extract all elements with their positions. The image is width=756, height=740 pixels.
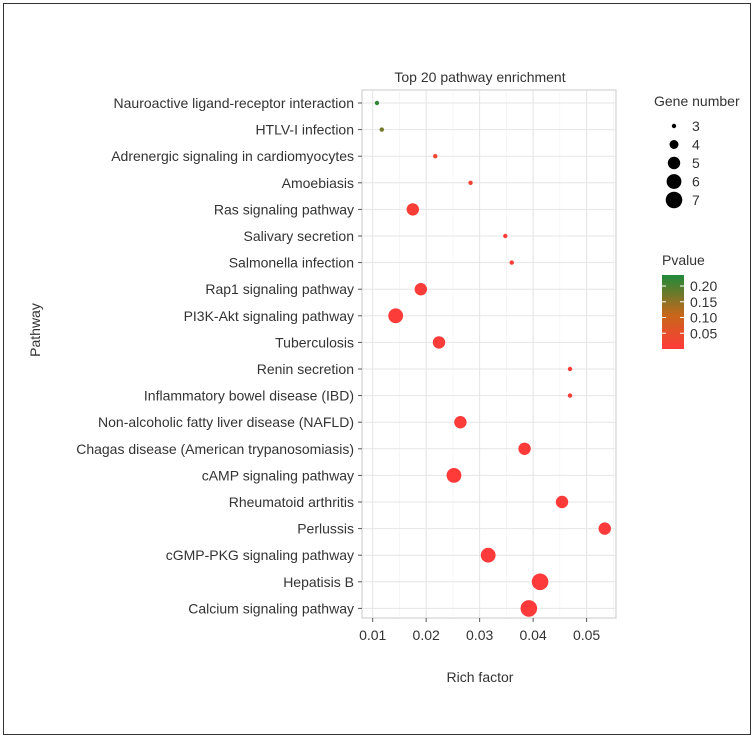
- grid-lines: [362, 90, 616, 618]
- y-tick-label: Tuberculosis: [275, 334, 354, 350]
- data-point: [388, 308, 404, 324]
- data-point: [480, 547, 496, 563]
- data-point: [406, 203, 419, 216]
- x-tick-label: 0.03: [466, 627, 493, 643]
- y-tick-label: Perlussis: [297, 521, 354, 537]
- data-point: [468, 180, 473, 185]
- y-tick-label: Renin secretion: [257, 361, 354, 377]
- data-point: [433, 154, 438, 159]
- x-axis-ticks: 0.01 0.02 0.03 0.04 0.05: [359, 618, 600, 643]
- data-point: [503, 233, 508, 239]
- y-tick-label: Amoebiasis: [282, 175, 354, 191]
- y-tick-label: cAMP signaling pathway: [202, 467, 354, 483]
- y-tick-label: Nauroactive ligand-receptor interaction: [114, 95, 354, 111]
- y-tick-label: Chagas disease (American trypanosomiasis…: [76, 441, 354, 457]
- data-point: [446, 468, 462, 483]
- y-tick-label: Adrenergic signaling in cardiomyocytes: [111, 148, 354, 164]
- data-point: [555, 495, 569, 509]
- x-tick-label: 0.05: [573, 627, 600, 643]
- y-tick-label: Ras signaling pathway: [214, 201, 354, 217]
- chart-title: Top 20 pathway enrichment: [394, 69, 565, 85]
- y-tick-label: Salivary secretion: [244, 228, 355, 244]
- y-tick-label: Salmonella infection: [229, 255, 354, 271]
- y-tick-label: cGMP-PKG signaling pathway: [166, 547, 354, 563]
- x-tick-label: 0.04: [519, 627, 546, 643]
- data-point: [567, 366, 573, 372]
- y-axis-title: Pathway: [27, 303, 43, 357]
- colorbar-tick-label: 0.05: [690, 325, 717, 341]
- plot-panel: [361, 89, 617, 619]
- color-legend: Pvalue 0.200.150.100.05: [662, 252, 717, 349]
- size-legend-key: [667, 156, 681, 170]
- y-tick-label: Non-alcoholic fatty liver disease (NAFLD…: [98, 414, 354, 430]
- pvalue-colorbar: [662, 275, 684, 349]
- data-points: [374, 100, 611, 617]
- size-legend-key: [669, 140, 679, 149]
- size-legend-key: [666, 174, 682, 189]
- y-tick-label: HTLV-I infection: [255, 122, 354, 138]
- data-point: [454, 416, 467, 429]
- size-legend-label: 3: [692, 118, 700, 134]
- size-legend-title: Gene number: [654, 93, 740, 109]
- data-point: [509, 260, 514, 265]
- data-point: [432, 336, 446, 349]
- data-point: [374, 100, 380, 106]
- y-tick-label: Calcium signaling pathway: [188, 600, 354, 616]
- size-legend-label: 4: [692, 137, 700, 153]
- size-legend-label: 7: [692, 192, 700, 208]
- data-point: [598, 522, 611, 535]
- size-legend-key: [665, 191, 683, 209]
- y-tick-label: Rap1 signaling pathway: [205, 281, 354, 297]
- x-axis-title: Rich factor: [447, 669, 514, 685]
- y-tick-label: Rheumatoid arthritis: [229, 494, 354, 510]
- data-point: [520, 600, 538, 617]
- y-tick-label: Inflammatory bowel disease (IBD): [144, 388, 354, 404]
- data-point: [531, 573, 549, 591]
- size-legend-key: [671, 123, 677, 129]
- data-point: [567, 393, 573, 398]
- data-point: [379, 127, 384, 132]
- colorbar-tick-label: 0.20: [690, 278, 717, 294]
- x-tick-label: 0.01: [359, 627, 386, 643]
- size-legend: Gene number 3 4 5 6 7: [654, 93, 740, 209]
- data-point: [518, 442, 531, 455]
- y-tick-label: Hepatisis B: [283, 574, 354, 590]
- colorbar-tick-label: 0.10: [690, 310, 717, 326]
- size-legend-label: 6: [692, 174, 700, 190]
- y-tick-label: PI3K-Akt signaling pathway: [184, 308, 354, 324]
- figure-frame: [3, 3, 751, 735]
- size-legend-label: 5: [692, 155, 700, 171]
- y-axis-labels: Nauroactive ligand-receptor interaction H…: [76, 95, 362, 616]
- colorbar-tick-label: 0.15: [690, 294, 717, 310]
- color-legend-title: Pvalue: [662, 252, 705, 268]
- x-tick-label: 0.02: [413, 627, 440, 643]
- data-point: [414, 283, 428, 296]
